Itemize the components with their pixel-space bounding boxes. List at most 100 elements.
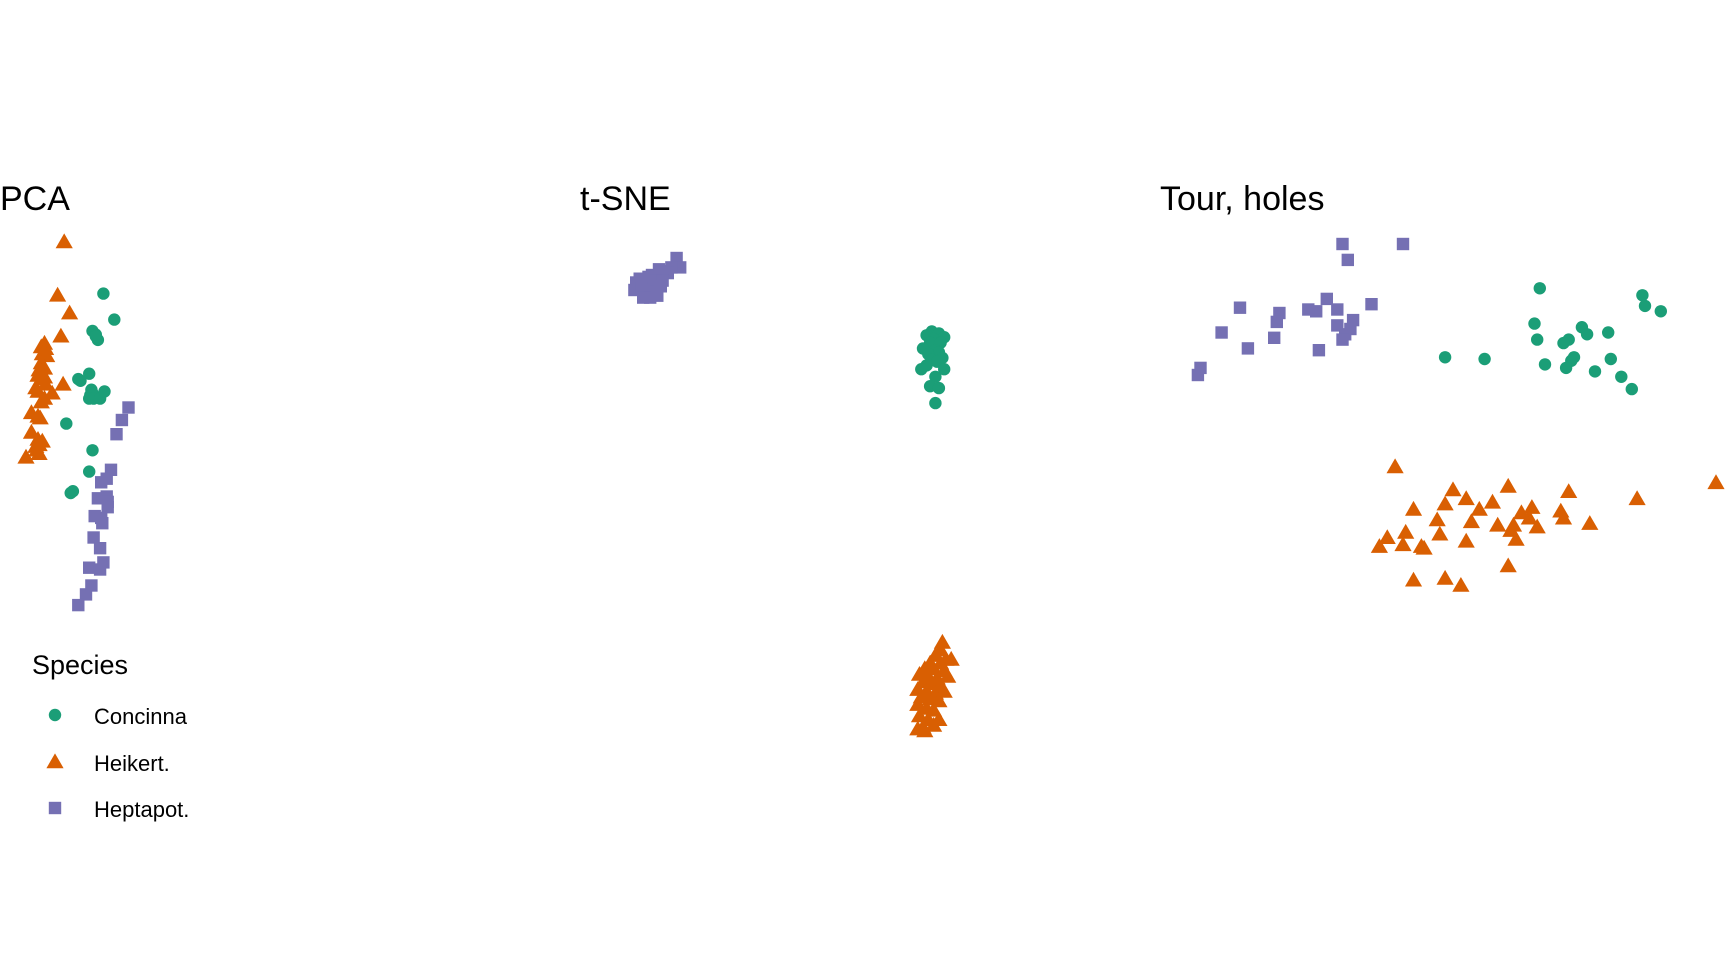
point-heikert — [1499, 557, 1517, 573]
tsne-title: t-SNE — [580, 180, 671, 218]
point-heikert — [1370, 538, 1388, 553]
point-heptapot — [93, 563, 107, 576]
legend-item-heikert: Heikert. — [46, 751, 170, 776]
point-heikert — [43, 384, 61, 400]
tour-holes-panel: Tour, holes — [1160, 180, 1725, 592]
point-heptapot — [1341, 253, 1354, 267]
point-heikert — [1554, 509, 1573, 525]
point-concinna — [98, 385, 111, 398]
point-heptapot — [1336, 333, 1349, 346]
point-concinna — [929, 396, 942, 410]
point-heptapot — [115, 413, 129, 427]
point-heikert — [916, 722, 934, 738]
point-concinna — [74, 374, 87, 387]
point-concinna — [1588, 365, 1602, 378]
point-heikert — [1470, 500, 1488, 516]
legend-label-heikert: Heikert. — [94, 751, 170, 776]
point-heikert — [31, 409, 49, 425]
pca-marks — [17, 233, 135, 612]
point-heikert — [939, 667, 957, 683]
pca-panel: PCA — [0, 180, 135, 612]
point-heikert — [1397, 523, 1415, 539]
point-heikert — [1483, 493, 1501, 509]
point-heikert — [1444, 481, 1462, 497]
point-heikert — [1499, 477, 1517, 493]
point-heptapot — [72, 598, 85, 612]
point-heptapot — [110, 428, 123, 441]
point-concinna — [932, 381, 946, 395]
point-concinna — [1602, 326, 1615, 339]
point-heptapot — [1215, 326, 1228, 339]
point-heptapot — [83, 561, 96, 574]
point-concinna — [1654, 305, 1668, 318]
point-concinna — [86, 444, 99, 457]
point-heptapot — [95, 476, 108, 489]
point-concinna — [1478, 352, 1491, 366]
point-heptapot — [1320, 292, 1333, 306]
legend-key-triangle-icon — [46, 753, 64, 769]
point-heikert — [933, 633, 951, 649]
point-heptapot — [1310, 305, 1323, 318]
legend-label-heptapot: Heptapot. — [94, 797, 189, 822]
point-concinna — [1638, 299, 1652, 313]
point-concinna — [1625, 382, 1639, 396]
point-concinna — [1531, 333, 1544, 346]
point-heptapot — [85, 579, 98, 592]
point-heikert — [1489, 516, 1507, 532]
point-heptapot — [1312, 344, 1326, 357]
point-heikert — [1520, 509, 1538, 525]
point-heptapot — [1365, 298, 1378, 311]
point-heikert — [1581, 515, 1599, 530]
point-concinna — [1636, 289, 1649, 302]
point-heikert — [52, 327, 70, 343]
point-concinna — [1538, 358, 1552, 371]
point-heptapot — [1270, 315, 1283, 329]
point-heikert — [1378, 529, 1396, 544]
point-heptapot — [651, 289, 664, 302]
legend-triangle-marker — [46, 753, 64, 769]
point-heikert — [17, 448, 35, 464]
point-heikert — [930, 692, 948, 708]
legend-label-concinna: Concinna — [94, 704, 188, 729]
point-heikert — [61, 304, 79, 320]
point-concinna — [89, 330, 103, 343]
point-heikert — [30, 445, 48, 460]
point-heikert — [54, 375, 72, 391]
point-heikert — [1405, 571, 1423, 587]
point-heikert — [32, 393, 50, 409]
point-heptapot — [670, 251, 683, 265]
point-heptapot — [1241, 342, 1255, 355]
tour-holes-title: Tour, holes — [1160, 180, 1324, 218]
point-heikert — [942, 650, 960, 666]
point-heptapot — [1191, 368, 1205, 382]
pca-title: PCA — [0, 180, 70, 218]
point-heikert — [1528, 518, 1546, 534]
point-concinna — [1533, 282, 1547, 295]
point-concinna — [1438, 351, 1452, 364]
point-heikert — [909, 696, 927, 711]
point-heikert — [1452, 577, 1470, 592]
point-heptapot — [93, 542, 107, 555]
point-concinna — [83, 465, 96, 478]
point-heikert — [1457, 490, 1475, 506]
point-concinna — [1615, 370, 1628, 383]
point-heikert — [1436, 569, 1454, 585]
point-concinna — [97, 287, 110, 300]
point-heptapot — [87, 531, 100, 544]
point-concinna — [915, 363, 928, 376]
point-concinna — [1580, 328, 1594, 341]
tsne-marks — [628, 251, 960, 738]
point-heikert — [37, 375, 55, 391]
point-heikert — [49, 286, 67, 302]
point-heptapot — [654, 280, 667, 293]
point-heikert — [1436, 495, 1454, 511]
tsne-panel: t-SNE — [580, 180, 960, 738]
point-heikert — [935, 682, 953, 698]
point-concinna — [1528, 317, 1541, 330]
point-concinna — [1604, 352, 1618, 366]
point-heikert — [1431, 525, 1449, 541]
point-heikert — [1386, 458, 1404, 474]
point-concinna — [1559, 361, 1573, 375]
